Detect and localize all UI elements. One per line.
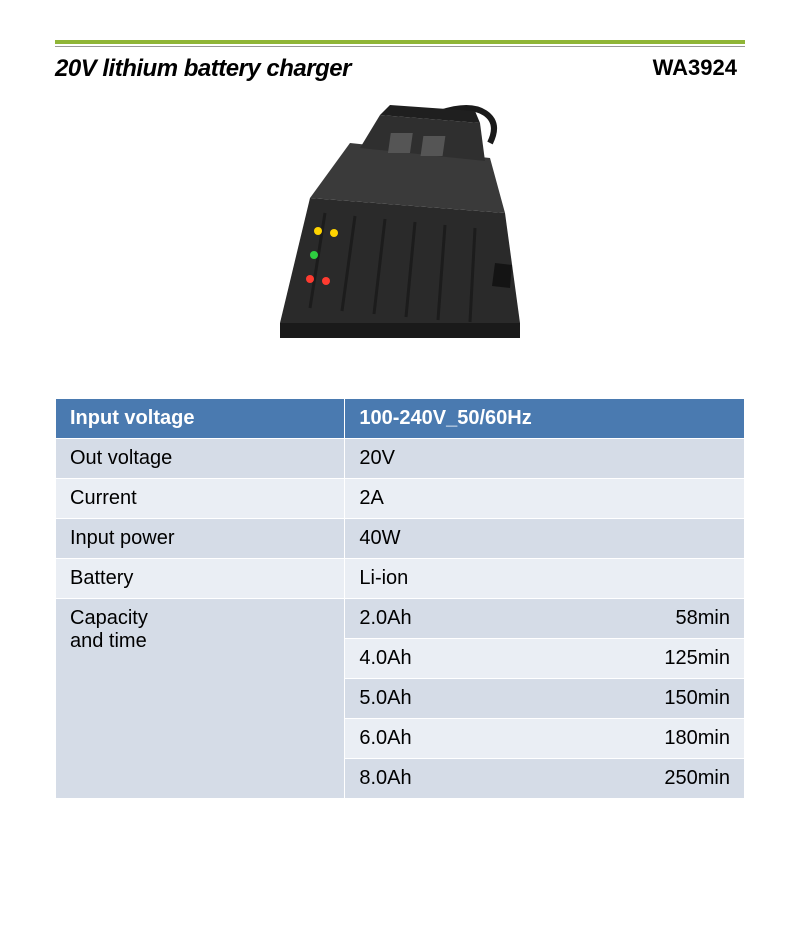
capacity-values-cell: 2.0Ah 58min 4.0Ah 125min 5.0Ah 150min 6.… [345, 599, 745, 799]
capacity-time: 150min [664, 687, 730, 710]
product-image [55, 93, 745, 398]
accent-rule [55, 40, 745, 44]
row-label: Current [56, 479, 345, 519]
table-header-row: Input voltage 100-240V_50/60Hz [56, 399, 745, 439]
capacity-ah: 4.0Ah [359, 647, 411, 670]
capacity-ah: 6.0Ah [359, 727, 411, 750]
header-value: 100-240V_50/60Hz [345, 399, 745, 439]
row-label: Battery [56, 559, 345, 599]
capacity-label-line1: Capacity [70, 607, 148, 629]
capacity-time: 58min [676, 607, 730, 630]
model-number: WA3924 [653, 55, 745, 81]
row-value: Li-ion [345, 559, 745, 599]
table-row: Input power 40W [56, 519, 745, 559]
row-value: 20V [345, 439, 745, 479]
thin-rule [55, 46, 745, 47]
capacity-ah: 8.0Ah [359, 767, 411, 790]
capacity-time: 180min [664, 727, 730, 750]
capacity-item: 6.0Ah 180min [345, 719, 744, 759]
capacity-label-cell: Capacity and time [56, 599, 345, 799]
row-label: Out voltage [56, 439, 345, 479]
capacity-item: 2.0Ah 58min [345, 599, 744, 639]
capacity-row: Capacity and time 2.0Ah 58min 4.0Ah 125m… [56, 599, 745, 799]
capacity-item: 4.0Ah 125min [345, 639, 744, 679]
page-title: 20V lithium battery charger [55, 55, 351, 83]
page: 20V lithium battery charger WA3924 [0, 0, 800, 799]
capacity-label-line2: and time [70, 630, 147, 652]
table-row: Out voltage 20V [56, 439, 745, 479]
row-label: Input power [56, 519, 345, 559]
spec-table: Input voltage 100-240V_50/60Hz Out volta… [55, 398, 745, 799]
capacity-item: 5.0Ah 150min [345, 679, 744, 719]
title-row: 20V lithium battery charger WA3924 [55, 55, 745, 83]
row-value: 2A [345, 479, 745, 519]
capacity-time: 250min [664, 767, 730, 790]
capacity-ah: 5.0Ah [359, 687, 411, 710]
table-row: Current 2A [56, 479, 745, 519]
capacity-item: 8.0Ah 250min [345, 759, 744, 798]
charger-icon [240, 103, 560, 363]
row-value: 40W [345, 519, 745, 559]
capacity-ah: 2.0Ah [359, 607, 411, 630]
capacity-time: 125min [664, 647, 730, 670]
header-label: Input voltage [56, 399, 345, 439]
table-row: Battery Li-ion [56, 559, 745, 599]
